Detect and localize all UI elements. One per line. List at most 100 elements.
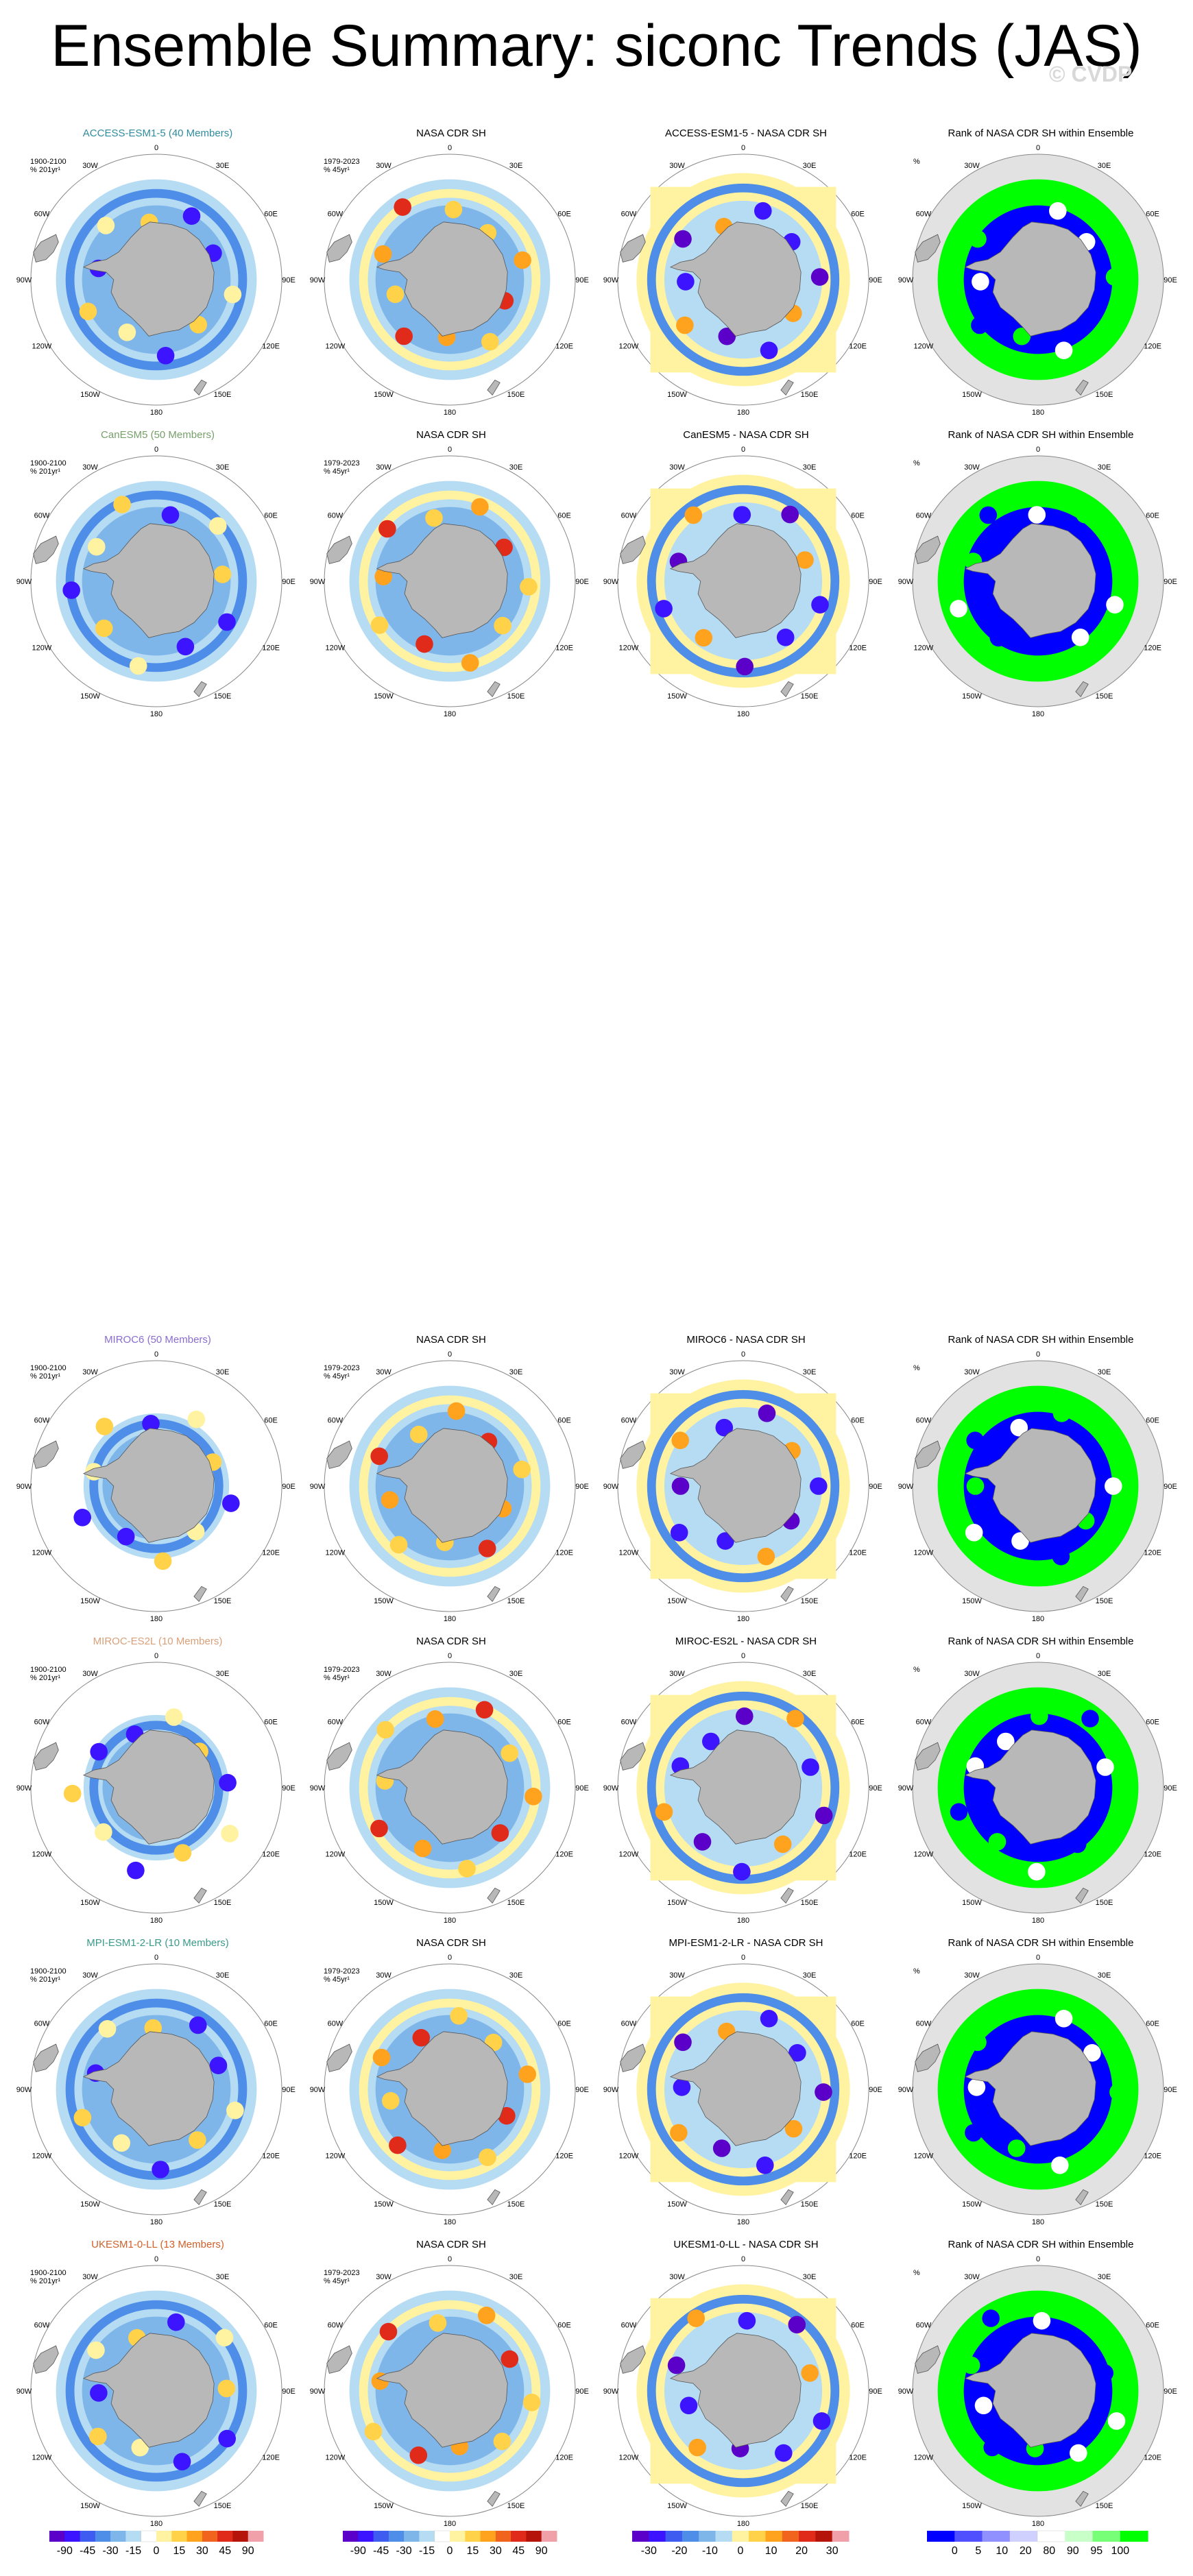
longitude-label: 90E [575, 1784, 589, 1793]
longitude-label: 120W [914, 343, 934, 351]
longitude-label: 60E [264, 2020, 278, 2028]
ice-patch [209, 517, 227, 535]
longitude-label: 0 [154, 1954, 158, 1962]
antarctica-landmass [669, 2031, 802, 2146]
colorbar-tick-label: -30 [641, 2545, 657, 2557]
longitude-label: 120E [849, 1549, 867, 1557]
colorbar-swatch [232, 2531, 249, 2542]
longitude-label: 60E [557, 1417, 571, 1425]
longitude-label: 60E [264, 1718, 278, 1727]
ice-patch [415, 635, 433, 653]
longitude-label: 120W [619, 644, 639, 653]
colorbar-swatch [927, 2531, 955, 2542]
ice-patch [781, 505, 799, 524]
ice-patch [389, 2136, 407, 2154]
longitude-label: 120W [914, 644, 934, 653]
ice-patch [962, 2356, 980, 2374]
new-zealand-landmass [1075, 2490, 1089, 2507]
longitude-label: 120W [32, 644, 52, 653]
ice-patch [429, 2314, 447, 2332]
new-zealand-landmass [487, 681, 501, 698]
longitude-label: 90W [16, 2086, 32, 2094]
longitude-label: 150W [374, 2200, 394, 2209]
new-zealand-landmass [780, 1887, 794, 1904]
ice-patch [389, 1535, 408, 1554]
antarctica-landmass [82, 1729, 215, 1845]
new-zealand-landmass [780, 379, 794, 396]
longitude-label: 60W [34, 1417, 50, 1425]
longitude-label: 180 [737, 710, 749, 718]
longitude-label: 90E [869, 276, 882, 284]
ice-patch [788, 2044, 806, 2062]
longitude-label: 30W [82, 162, 98, 170]
ice-patch [167, 2313, 185, 2331]
longitude-label: 60E [851, 1417, 865, 1425]
ice-patch [189, 2131, 206, 2149]
longitude-label: 120E [555, 644, 573, 653]
longitude-label: 150E [801, 2200, 819, 2209]
longitude-label: 150E [214, 2200, 232, 2209]
longitude-label: 30W [669, 2273, 685, 2281]
ice-patch [733, 506, 751, 524]
colorbar-tick-label: 30 [490, 2545, 502, 2557]
ice-patch [118, 324, 136, 341]
ice-patch [447, 1402, 466, 1420]
colorbar-swatch [815, 2531, 833, 2542]
ice-patch [142, 1415, 160, 1433]
colorbar-swatch [202, 2531, 218, 2542]
longitude-label: 120W [619, 2454, 639, 2462]
ice-patch [425, 509, 443, 527]
longitude-label: 90E [575, 1483, 589, 1491]
colorbar-tick-label: -10 [702, 2545, 718, 2557]
ice-patch [687, 2309, 705, 2327]
longitude-label: 180 [150, 1917, 162, 1925]
ice-band-mid [89, 1721, 224, 1855]
colorbar-swatch [1009, 2531, 1038, 2542]
longitude-label: 30E [803, 1368, 817, 1376]
colorbar-swatch [156, 2531, 172, 2542]
ice-patch [676, 316, 694, 335]
colorbar-swatch [480, 2531, 496, 2542]
longitude-label: 150W [667, 692, 687, 701]
longitude-label: 30E [216, 1670, 230, 1678]
longitude-label: 120E [262, 1549, 280, 1557]
longitude-label: 120W [32, 1549, 52, 1557]
ice-band-mid [359, 490, 541, 672]
longitude-label: 150W [80, 2200, 100, 2209]
longitude-label: 90W [603, 1483, 619, 1491]
longitude-label: 150W [667, 2200, 687, 2209]
ice-patch [412, 2029, 431, 2047]
ice-patch [370, 1819, 388, 1838]
ice-patch [972, 273, 989, 291]
ice-patch [1049, 202, 1067, 220]
longitude-label: 90E [282, 276, 296, 284]
south-america-landmass [915, 2043, 941, 2072]
longitude-label: 30E [509, 1670, 523, 1678]
colorbar-swatch [419, 2531, 435, 2542]
ice-patch [156, 347, 175, 365]
longitude-label: 90W [603, 1784, 619, 1793]
longitude-label: 120E [555, 2152, 573, 2161]
longitude-label: 120E [262, 1851, 280, 1859]
longitude-label: 30E [1098, 1368, 1111, 1376]
panel-title-model: ACCESS-ESM1-5 (40 Members) [82, 127, 233, 139]
ice-patch [222, 1494, 240, 1512]
longitude-label: 0 [448, 1350, 452, 1359]
ice-patch [513, 1460, 531, 1479]
longitude-label: 120W [32, 1851, 52, 1859]
ice-band-mid [65, 2300, 248, 2482]
longitude-label: 150E [214, 391, 232, 399]
ice-patch [376, 1721, 394, 1739]
longitude-label: 150W [667, 2502, 687, 2510]
longitude-label: 60E [851, 512, 865, 520]
longitude-label: 30E [216, 1971, 230, 1980]
units-label: % [913, 158, 920, 166]
ice-patch [89, 2427, 107, 2446]
longitude-label: 150W [374, 1597, 394, 1605]
south-america-landmass [33, 2043, 59, 2072]
antarctica-landmass [376, 1428, 508, 1543]
ice-patch [62, 581, 80, 599]
